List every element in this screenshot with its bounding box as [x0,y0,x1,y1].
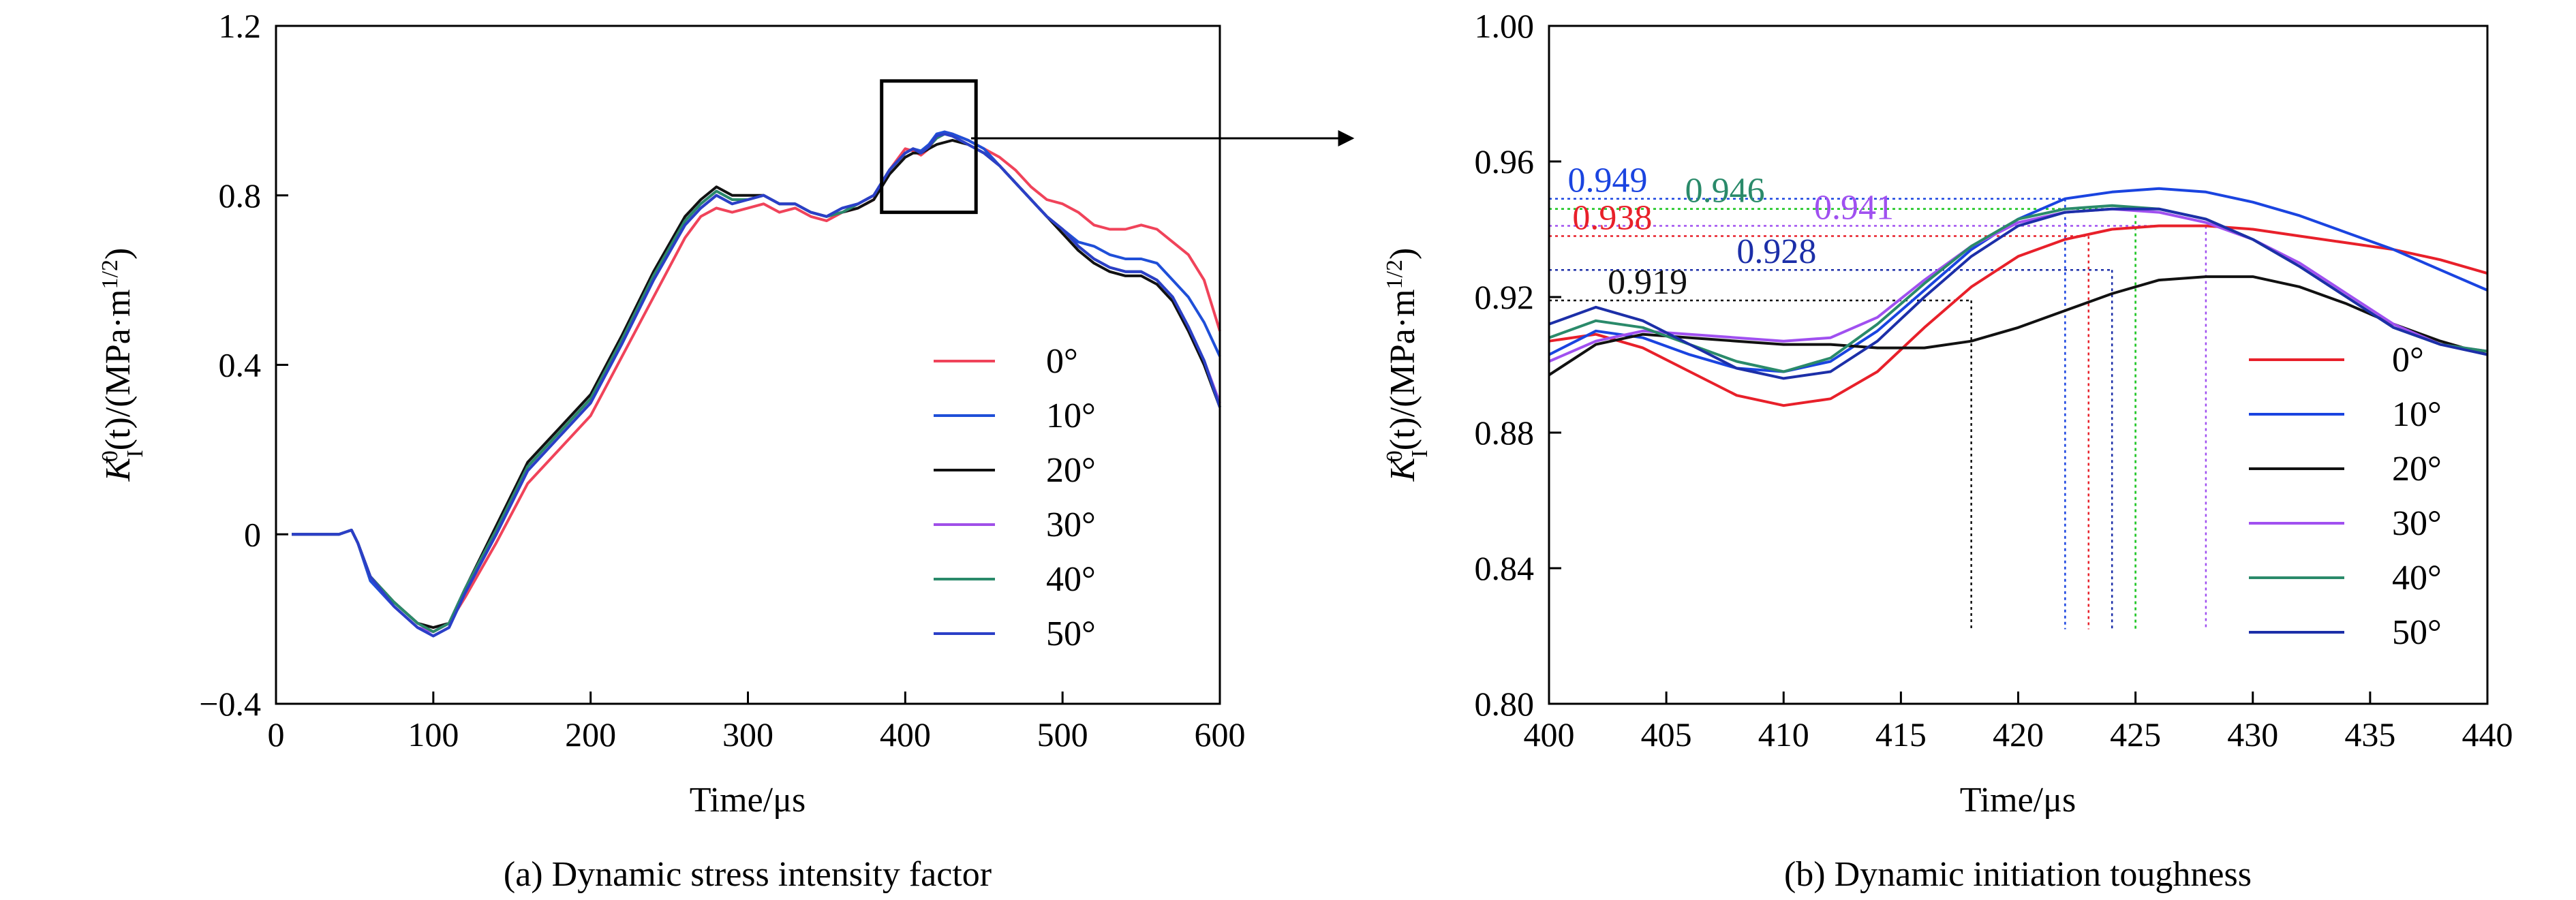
peak-label-0-919: 0.919 [1608,263,1687,302]
peak-label-0-941: 0.941 [1814,189,1894,228]
panel-b-guides [1549,198,2207,630]
panel-b-x-tick-label: 425 [2110,715,2161,754]
peak-label-0-938: 0.938 [1572,198,1652,237]
panel-b-y-tick-label: 0.96 [1475,142,1535,181]
panel-b-x-tick-label: 405 [1641,715,1692,754]
panel-b-y-axis-title: KI0(t)/(MPa·m1/2) [1382,248,1432,482]
panel-a-y-tick-label: 0 [244,515,261,553]
panel-a-series-40deg [292,132,1221,634]
panel-a-legend-label-0deg: 0° [1046,342,1078,381]
panel-b-y-tick-label: 0.84 [1475,549,1535,587]
panel-b-series-30deg [1548,207,2488,363]
panel-b-caption: (b) Dynamic initiation toughness [1784,855,2252,894]
panel-b-y-tick-label: 0.92 [1475,278,1535,316]
panel-b-x-tick-label: 430 [2227,715,2278,754]
panel-a-x-axis-title: Time/μs [690,781,806,820]
panel-b-plot-frame [1548,25,2489,705]
panel-a-y-tick-label: 0.8 [219,176,262,215]
panel-a-plot-frame [275,25,1221,705]
panel-a-legend-label-30deg: 30° [1046,506,1096,544]
panel-b-y-ticks: 0.80 0.84 0.88 0.92 0.96 1.00 [1475,7,1561,723]
panel-b: 0.949 0.946 0.941 0.938 0.928 0.919 400 405 410… [1382,7,2513,894]
panel-a-legend-label-40deg: 40° [1046,560,1096,599]
panel-b-legend-label-50deg: 50° [2392,613,2442,652]
panel-b-legend: 0° 10° 20° 30° 40° 50° [2249,341,2442,652]
peak-label-0-946: 0.946 [1685,172,1765,211]
panel-b-x-tick-label: 435 [2344,715,2395,754]
panel-b-series-40deg [1548,204,2488,373]
panel-b-y-tick-label: 1.00 [1475,7,1535,45]
panel-b-legend-label-10deg: 10° [2392,395,2442,434]
panel-a-x-tick-label: 0 [268,715,285,754]
panel-a-x-tick-label: 100 [408,715,459,754]
panel-b-series-20deg [1548,275,2488,377]
peak-label-0-949: 0.949 [1568,161,1648,200]
panel-b-x-tick-label: 410 [1758,715,1809,754]
panel-b-series-50deg [1548,207,2488,380]
panel-a: 0 100 200 300 400 500 600 −0.400.40.81.2 Time/… [97,7,1246,894]
panel-a-y-tick-label: 1.2 [219,7,262,45]
panel-b-legend-label-30deg: 30° [2392,504,2442,543]
panel-a-series-30deg [292,132,1221,634]
panel-a-series-50deg [292,132,1221,638]
panel-a-caption: (a) Dynamic stress intensity factor [504,855,992,894]
panel-b-legend-label-40deg: 40° [2392,559,2442,598]
panel-b-series-0deg [1548,224,2488,407]
panel-a-legend-label-20deg: 20° [1046,451,1096,490]
peak-label-0-928: 0.928 [1736,232,1816,271]
panel-b-x-ticks: 400 405 410 415 420 425 430 435 440 [1524,692,2513,754]
panel-b-y-tick-label: 0.80 [1475,685,1535,723]
panel-b-x-tick-label: 440 [2462,715,2513,754]
panel-b-series [1548,187,2488,407]
panel-b-legend-label-0deg: 0° [2392,341,2424,379]
panel-b-x-axis-title: Time/μs [1960,781,2076,820]
panel-b-legend-label-20deg: 20° [2392,450,2442,488]
panel-a-legend: 0° 10° 20° 30° 40° 50° [934,342,1096,653]
panel-a-x-tick-label: 400 [880,715,931,754]
panel-a-y-axis-title: KI0(t)/(MPa·m1/2) [97,248,148,482]
panel-b-x-tick-label: 420 [1993,715,2044,754]
panel-a-series [292,130,1221,638]
panel-a-legend-label-10deg: 10° [1046,397,1096,435]
panel-b-peak-labels: 0.949 0.946 0.941 0.938 0.928 0.919 [1568,161,1894,302]
panel-a-zoom-box-group [880,79,978,215]
panel-a-series-0deg [292,130,1221,634]
panel-a-x-tick-label: 300 [722,715,773,754]
panel-a-x-ticks: 0 100 200 300 400 500 600 [268,692,1246,754]
panel-a-legend-label-50deg: 50° [1046,615,1096,653]
panel-a-x-tick-label: 200 [565,715,616,754]
panel-a-y-tick-label: −0.4 [199,685,261,723]
panel-a-x-tick-label: 500 [1037,715,1088,754]
panel-a-y-ticks: −0.4 0 0.4 0.8 1.2 [199,7,288,723]
panel-b-y-tick-label: 0.88 [1475,414,1535,452]
panel-a-x-tick-label: 600 [1195,715,1246,754]
zoom-box [880,79,978,215]
panel-a-y-tick-label: 0.4 [219,346,262,384]
panel-b-x-tick-label: 415 [1875,715,1927,754]
panel-b-x-tick-label: 400 [1524,715,1575,754]
